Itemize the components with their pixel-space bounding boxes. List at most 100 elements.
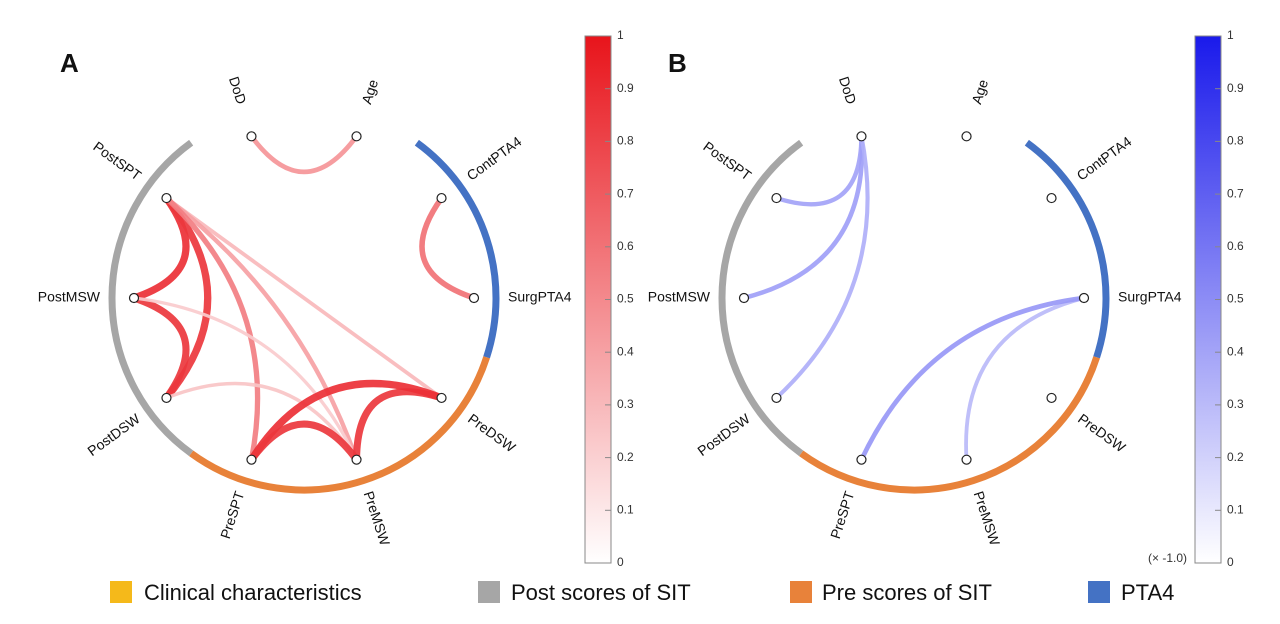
- colorbar-tick-label-0-3: 0.3: [1227, 397, 1244, 411]
- colorbar-tick-label-0-5: 0.5: [1227, 292, 1244, 306]
- node-contpta4: [436, 192, 447, 204]
- node-label-premsw: PreMSW: [971, 489, 1004, 548]
- node-label-postdsw: PostDSW: [84, 410, 143, 459]
- node-dod: [246, 131, 257, 142]
- node-postdsw: [161, 392, 172, 404]
- chord-dod-postdsw: [774, 134, 870, 400]
- colorbar-scale-note: (× -1.0): [1148, 551, 1187, 565]
- chord-contpta4-surgpta4: [419, 195, 477, 301]
- chord-surgpta4-premsw: [964, 296, 1086, 462]
- legend-swatch-clinical: [110, 581, 132, 603]
- node-label-predsw: PreDSW: [465, 410, 519, 455]
- colorbar-tick-label-0-7: 0.7: [617, 186, 634, 200]
- node-predsw: [436, 392, 447, 404]
- colorbar-ticks-a: 0 0.1 0.2 0.3 0.4 0.5 0.6 0.7 0.8 0.9 1: [605, 28, 634, 569]
- node-label-postspt: PostSPT: [90, 138, 144, 184]
- colorbar-tick-label-1: 1: [1227, 28, 1234, 42]
- node-label-dod: DoD: [836, 74, 860, 106]
- group-arc-pre-scores-of-sit: [189, 356, 490, 494]
- legend-swatch-post: [478, 581, 500, 603]
- colorbar-tick-label-0: 0: [1227, 555, 1234, 569]
- node-label-postmsw: PostMSW: [38, 289, 101, 305]
- colorbar-tick-label-0-9: 0.9: [617, 81, 634, 95]
- group-arc-post-scores-of-sit: [718, 139, 804, 457]
- node-label-surgpta4: SurgPTA4: [1118, 289, 1182, 305]
- node-postmsw: [128, 292, 140, 304]
- legend-label-post: Post scores of SIT: [511, 580, 691, 605]
- colorbar-tick-label-0-2: 0.2: [617, 450, 634, 464]
- node-label-postspt: PostSPT: [700, 138, 754, 184]
- chords-a: [130, 133, 477, 464]
- panel-b: B Age ContPTA4 SurgPTA4 PreDSW PreMSW PreSPT P…: [648, 28, 1244, 569]
- chord-dod-postspt: [774, 134, 864, 207]
- node-label-dod: DoD: [226, 74, 250, 106]
- chord-premsw-prespt: [247, 420, 361, 464]
- node-postspt: [161, 192, 172, 204]
- node-label-postmsw: PostMSW: [648, 289, 711, 305]
- node-label-prespt: PreSPT: [827, 489, 858, 541]
- node-markers-a: [128, 131, 480, 465]
- panel-a: A Age ContPTA4 SurgPTA4 PreDSW PreMSW PreSPT P…: [38, 28, 634, 569]
- colorbar-tick-label-0-3: 0.3: [617, 397, 634, 411]
- node-postspt: [771, 192, 782, 204]
- group-arc-pta4: [414, 139, 500, 359]
- panel-letter-a: A: [60, 48, 79, 78]
- colorbar-tick-label-0-8: 0.8: [617, 134, 634, 148]
- colorbar-tick-label-0-6: 0.6: [617, 239, 634, 253]
- node-label-age: Age: [968, 77, 991, 106]
- legend-label-pta4: PTA4: [1121, 580, 1174, 605]
- chord-dod-postmsw: [741, 134, 865, 301]
- legend-swatch-pre: [790, 581, 812, 603]
- node-labels-a: Age ContPTA4 SurgPTA4 PreDSW PreMSW PreSPT Pos…: [38, 74, 572, 548]
- node-premsw: [351, 454, 362, 465]
- node-label-surgpta4: SurgPTA4: [508, 289, 572, 305]
- node-age: [961, 131, 972, 142]
- chord-postmsw-postdsw: [130, 294, 190, 402]
- chord-postspt-prespt: [163, 195, 261, 463]
- chord-postspt-predsw: [164, 196, 444, 400]
- group-arc-pta4: [1024, 139, 1110, 359]
- colorbar-tick-label-0-9: 0.9: [1227, 81, 1244, 95]
- node-label-contpta4: ContPTA4: [464, 133, 525, 183]
- group-arcs-b: [718, 139, 1110, 494]
- node-surgpta4: [1078, 292, 1090, 304]
- colorbar-tick-label-1: 1: [617, 28, 624, 42]
- node-prespt: [856, 454, 867, 465]
- group-arc-pre-scores-of-sit: [799, 356, 1100, 494]
- chord-postmsw-premsw: [132, 296, 359, 462]
- group-arc-post-scores-of-sit: [108, 139, 194, 457]
- node-dod: [856, 131, 867, 142]
- node-predsw: [1046, 392, 1057, 404]
- colorbar-tick-label-0-6: 0.6: [1227, 239, 1244, 253]
- node-label-prespt: PreSPT: [217, 489, 248, 541]
- panel-letter-b: B: [668, 48, 687, 78]
- node-label-postdsw: PostDSW: [694, 410, 753, 459]
- colorbar-tick-label-0-4: 0.4: [1227, 344, 1244, 358]
- legend-swatch-pta4: [1088, 581, 1110, 603]
- legend-label-pre: Pre scores of SIT: [822, 580, 992, 605]
- colorbar-tick-label-0-8: 0.8: [1227, 134, 1244, 148]
- colorbar-tick-label-0-4: 0.4: [617, 344, 634, 358]
- colorbar-tick-label-0-2: 0.2: [1227, 450, 1244, 464]
- node-contpta4: [1046, 192, 1057, 204]
- node-labels-b: Age ContPTA4 SurgPTA4 PreDSW PreMSW PreSPT Pos…: [648, 74, 1182, 548]
- colorbar-tick-label-0-5: 0.5: [617, 292, 634, 306]
- node-prespt: [246, 454, 257, 465]
- colorbar-tick-label-0-7: 0.7: [1227, 186, 1244, 200]
- chords-b: [741, 134, 1087, 463]
- legend: Clinical characteristics Post scores of …: [110, 580, 1174, 605]
- chord-surgpta4-prespt: [859, 295, 1087, 463]
- node-premsw: [961, 454, 972, 465]
- chord-postspt-premsw: [164, 195, 359, 462]
- node-age: [351, 131, 362, 142]
- legend-label-clinical: Clinical characteristics: [144, 580, 362, 605]
- colorbar-ticks-b: 0 0.1 0.2 0.3 0.4 0.5 0.6 0.7 0.8 0.9 1: [1215, 28, 1244, 569]
- colorbar-tick-label-0: 0: [617, 555, 624, 569]
- colorbar-tick-label-0-1: 0.1: [1227, 502, 1244, 516]
- node-label-age: Age: [358, 77, 381, 106]
- node-label-contpta4: ContPTA4: [1074, 133, 1135, 183]
- group-arcs-a: [108, 139, 500, 494]
- node-label-predsw: PreDSW: [1075, 410, 1129, 455]
- node-label-premsw: PreMSW: [361, 489, 394, 548]
